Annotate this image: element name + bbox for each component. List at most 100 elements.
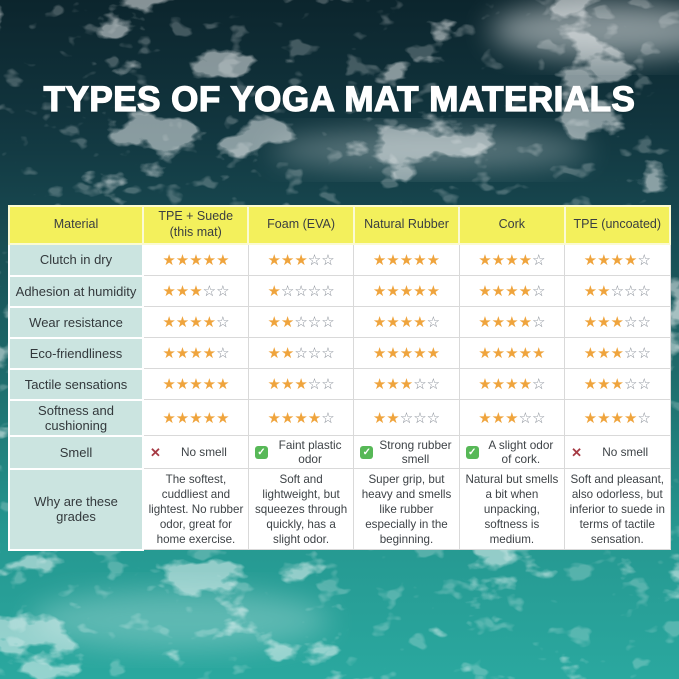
rating-cell: ★★★★☆ bbox=[564, 399, 671, 436]
star-filled-icon: ★★★★ bbox=[162, 314, 217, 331]
column-header-material: Material bbox=[8, 205, 144, 245]
star-empty-icon: ☆☆ bbox=[307, 252, 335, 269]
star-empty-icon: ☆ bbox=[532, 252, 546, 269]
rating-cell: ★★★★★ bbox=[458, 337, 566, 369]
star-empty-icon: ☆ bbox=[532, 283, 546, 300]
star-filled-icon: ★★★★ bbox=[267, 409, 322, 427]
rating-cell: ★★★★★ bbox=[353, 337, 460, 369]
rating-cell: ★★★★☆ bbox=[353, 306, 460, 338]
star-empty-icon: ☆ bbox=[532, 314, 546, 331]
check-icon: ✓ bbox=[360, 445, 374, 459]
smell-text: No smell bbox=[180, 445, 227, 460]
star-filled-icon: ★★★★★ bbox=[162, 252, 230, 269]
star-filled-icon: ★★ bbox=[267, 345, 295, 362]
star-filled-icon: ★★★★ bbox=[583, 409, 638, 427]
rating-cell: ★★☆☆☆ bbox=[247, 337, 355, 369]
star-filled-icon: ★★★ bbox=[372, 376, 414, 393]
star-empty-icon: ☆ bbox=[216, 314, 230, 331]
row-label: Smell bbox=[8, 434, 144, 470]
smell-text: Strong rubber smell bbox=[379, 438, 452, 467]
column-header: TPE + Suede (this mat) bbox=[141, 205, 250, 245]
rating-row: Softness and cushioning ★★★★★ ★★★★☆ ★★☆☆☆ ★★… bbox=[8, 398, 671, 437]
smell-text: No smell bbox=[602, 445, 649, 460]
cross-icon: ✕ bbox=[571, 444, 582, 460]
grades-cell: Soft and lightweight, but squeezes throu… bbox=[247, 468, 355, 551]
star-empty-icon: ☆☆ bbox=[518, 409, 546, 427]
rating-cell: ★★★★★ bbox=[353, 243, 460, 276]
star-filled-icon: ★ bbox=[267, 283, 281, 300]
star-empty-icon: ☆☆ bbox=[307, 376, 335, 393]
rating-cell: ★★★☆☆ bbox=[458, 399, 566, 436]
rating-cell: ★★★★☆ bbox=[458, 275, 566, 307]
star-empty-icon: ☆ bbox=[426, 314, 441, 331]
grades-cell: Soft and pleasant, also odorless, but in… bbox=[564, 468, 671, 551]
star-filled-icon: ★★★★★ bbox=[162, 376, 230, 393]
star-empty-icon: ☆ bbox=[532, 376, 546, 393]
smell-cell-content: ✓ Strong rubber smell bbox=[358, 438, 454, 466]
rating-cell: ★★★★★ bbox=[142, 243, 249, 276]
rating-row: Eco-friendliness ★★★★☆ ★★☆☆☆ ★★★★★ ★★★★★ ★★★☆… bbox=[8, 336, 671, 370]
smell-cell-content: ✓ Faint plastic odor bbox=[253, 438, 349, 466]
grades-cell: Super grip, but heavy and smells like ru… bbox=[353, 468, 460, 551]
star-filled-icon: ★★★ bbox=[267, 252, 308, 269]
row-label: Wear resistance bbox=[8, 305, 144, 339]
smell-cell: ✓ A slight odor of cork. bbox=[458, 434, 566, 470]
star-filled-icon: ★★★★ bbox=[583, 252, 638, 269]
star-empty-icon: ☆☆ bbox=[413, 376, 441, 393]
rating-row: Adhesion at humidity ★★★☆☆ ★☆☆☆☆ ★★★★★ ★★★★☆… bbox=[8, 274, 671, 308]
star-empty-icon: ☆ bbox=[216, 345, 230, 362]
star-empty-icon: ☆☆☆ bbox=[399, 409, 441, 427]
star-filled-icon: ★★ bbox=[267, 314, 295, 331]
rating-cell: ★★★☆☆ bbox=[353, 368, 460, 400]
grades-row: Why are these grades The softest, cuddlie… bbox=[8, 467, 671, 551]
column-header: Cork bbox=[458, 205, 566, 245]
rating-cell: ★★★★☆ bbox=[458, 306, 566, 338]
star-filled-icon: ★★ bbox=[372, 409, 400, 427]
rating-cell: ★★★★☆ bbox=[458, 368, 566, 400]
rating-cell: ★★☆☆☆ bbox=[247, 306, 355, 338]
rating-cell: ★★★★☆ bbox=[142, 306, 249, 338]
rating-cell: ★★★★☆ bbox=[247, 399, 355, 436]
star-empty-icon: ☆☆ bbox=[624, 314, 651, 331]
header-row: Material TPE + Suede (this mat) Foam (EVA)… bbox=[8, 205, 672, 245]
star-empty-icon: ☆☆☆☆ bbox=[280, 283, 335, 300]
rating-row: Wear resistance ★★★★☆ ★★☆☆☆ ★★★★☆ ★★★★☆ ★★★☆☆ bbox=[8, 305, 671, 339]
star-filled-icon: ★★★ bbox=[583, 376, 624, 393]
rating-cell: ★☆☆☆☆ bbox=[247, 275, 355, 307]
rating-row: Tactile sensations ★★★★★ ★★★☆☆ ★★★☆☆ ★★★★☆ ★★… bbox=[8, 367, 671, 401]
grades-cell: The softest, cuddliest and lightest. No … bbox=[142, 468, 249, 551]
rating-cell: ★★★☆☆ bbox=[564, 368, 671, 400]
star-filled-icon: ★★★★ bbox=[478, 283, 533, 300]
star-filled-icon: ★★★★★ bbox=[372, 345, 441, 362]
rating-cell: ★★☆☆☆ bbox=[564, 275, 671, 307]
row-label: Clutch in dry bbox=[8, 243, 144, 277]
row-label: Eco-friendliness bbox=[8, 336, 144, 370]
star-filled-icon: ★★★ bbox=[162, 283, 203, 300]
row-label: Tactile sensations bbox=[8, 367, 144, 401]
table-header: Material TPE + Suede (this mat) Foam (EVA)… bbox=[8, 205, 672, 245]
star-filled-icon: ★★★★★ bbox=[478, 345, 546, 362]
star-empty-icon: ☆☆ bbox=[624, 376, 651, 393]
star-empty-icon: ☆☆ bbox=[202, 283, 230, 300]
cross-icon: ✕ bbox=[150, 444, 161, 460]
rating-cell: ★★★★☆ bbox=[142, 337, 249, 369]
star-empty-icon: ☆☆☆ bbox=[610, 283, 651, 300]
smell-cell: ✓ Faint plastic odor bbox=[247, 434, 355, 470]
star-filled-icon: ★★ bbox=[583, 283, 611, 300]
star-filled-icon: ★★★★★ bbox=[372, 252, 441, 269]
column-header: TPE (uncoated) bbox=[563, 205, 672, 245]
rating-cell: ★★★★★ bbox=[353, 275, 460, 307]
row-label: Adhesion at humidity bbox=[8, 274, 144, 308]
check-icon: ✓ bbox=[465, 445, 479, 459]
rating-cell: ★★★☆☆ bbox=[247, 368, 355, 400]
star-filled-icon: ★★★ bbox=[478, 409, 519, 427]
star-empty-icon: ☆ bbox=[637, 409, 651, 427]
smell-text: A slight odor of cork. bbox=[488, 438, 554, 467]
star-filled-icon: ★★★★ bbox=[478, 376, 533, 393]
star-empty-icon: ☆ bbox=[321, 409, 335, 427]
smell-cell-content: ✓ A slight odor of cork. bbox=[464, 438, 560, 466]
smell-cell-content: ✕ No smell bbox=[569, 445, 665, 459]
rating-cell: ★★★★☆ bbox=[564, 243, 671, 276]
star-empty-icon: ☆ bbox=[637, 252, 651, 269]
rating-cell: ★★★★☆ bbox=[458, 243, 566, 276]
